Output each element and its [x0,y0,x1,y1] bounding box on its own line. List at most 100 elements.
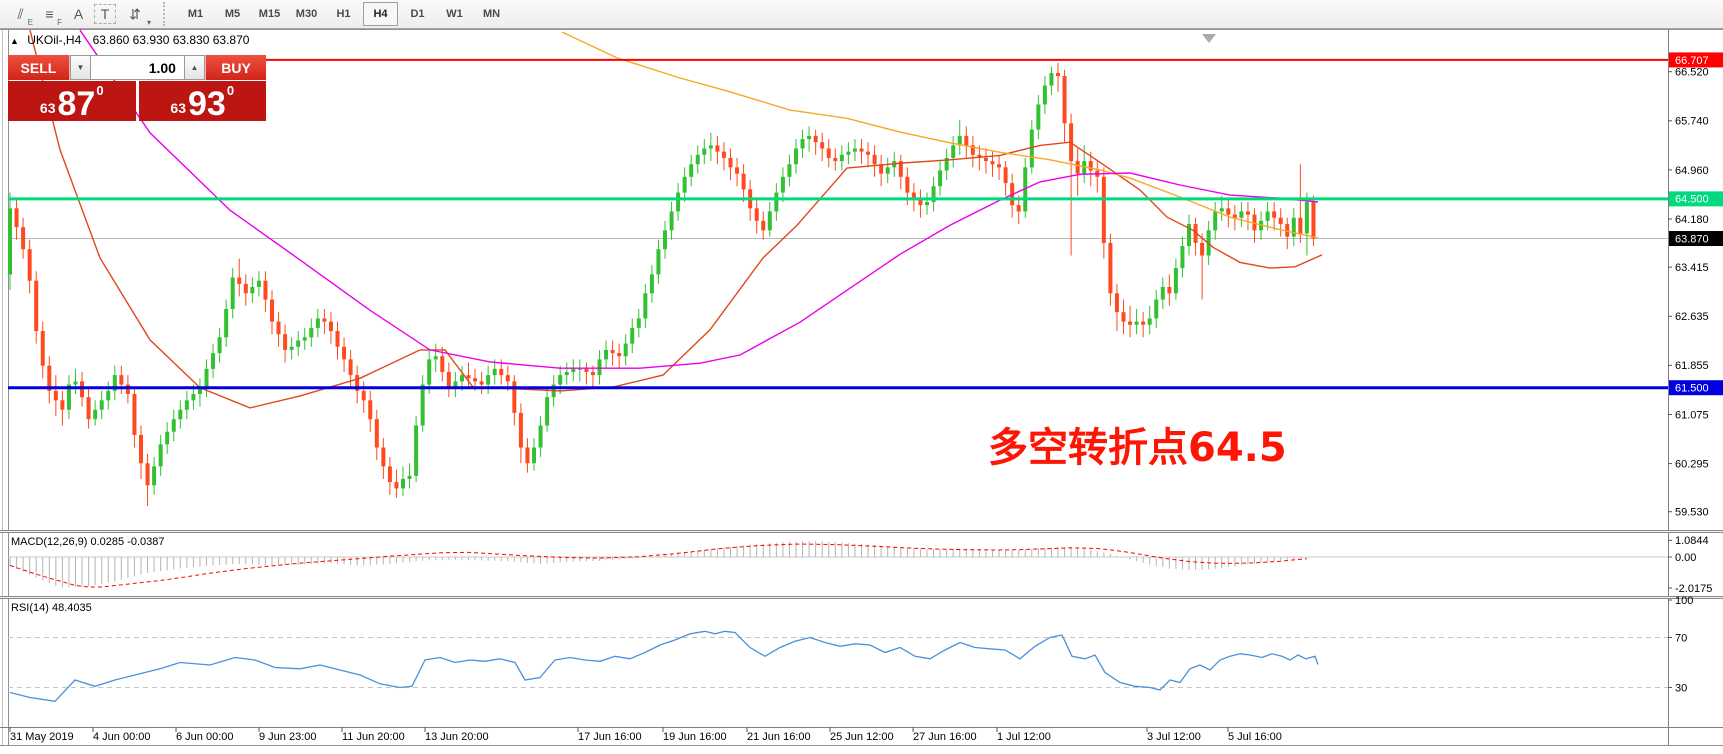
candle [1154,299,1159,319]
price-axis-label: 66.520 [1675,67,1709,79]
equidistant-channel-tool-button[interactable]: ⫽ E [7,2,34,28]
candle [14,208,19,228]
candle [99,400,104,410]
label-tool-button[interactable]: T [94,4,116,24]
candle [283,334,288,350]
candle [1200,242,1205,256]
candle [1187,224,1191,247]
buy-price-prefix: 63 [170,100,186,116]
candle [381,447,386,467]
collapse-panel-arrow-icon[interactable]: ▲ [10,36,19,46]
candle [951,145,956,158]
price-axis-badge-label: 66.707 [1675,55,1709,67]
candle [604,349,609,360]
candle [780,176,785,193]
candle [322,318,327,322]
candle [1088,161,1093,171]
panel-separator[interactable] [0,596,1723,599]
buy-button[interactable]: BUY [205,55,266,80]
candle [270,299,274,322]
time-axis-label: 1 Jul 12:00 [997,731,1051,743]
candle [584,368,589,372]
price-axis-label: 59.530 [1675,507,1709,519]
price-axis-badge-label: 63.870 [1675,233,1709,245]
sell-price-display[interactable]: 63 87 0 [8,81,136,121]
candle [794,148,798,165]
candle [492,368,497,376]
timeframe-button-m1[interactable]: M1 [187,8,204,20]
candle [695,154,700,165]
chart-background [0,29,1723,754]
chart-shift-marker-icon[interactable] [1202,34,1216,43]
candle [532,447,536,464]
candle [1075,161,1080,174]
candle [80,381,85,398]
panel-separator[interactable] [0,530,1723,533]
spinner-down-icon: ▼ [76,63,85,72]
candle [558,375,563,385]
timeframe-button-d1[interactable]: D1 [410,8,425,20]
arrange-tool-button[interactable]: ⇵ ▾ [118,2,152,28]
candle [66,384,71,410]
timeframe-button-h1[interactable]: H1 [336,8,351,20]
rsi-axis-label: 70 [1675,632,1687,644]
buy-price-display[interactable]: 63 93 0 [138,81,266,121]
candle [990,161,995,165]
candle [820,142,825,149]
text-tool-button[interactable]: A [65,2,92,26]
text-tool-icon: A [73,6,84,22]
candle [807,135,812,140]
fibonacci-tool-button[interactable]: ≡ F [36,2,63,27]
candle [918,198,923,206]
candle [414,425,419,476]
candle [361,390,366,401]
candle [1160,286,1165,300]
timeframe-button-mn[interactable]: MN [482,8,501,20]
candle [735,167,740,174]
price-axis-label: 64.960 [1675,165,1709,177]
candle [34,280,39,332]
candle [1278,217,1283,225]
sell-button[interactable]: SELL [8,55,70,80]
price-axis-badge [1669,231,1723,247]
timeframe-button-h4[interactable]: H4 [363,2,398,26]
candle [1226,208,1231,215]
candle [859,148,864,152]
time-axis-label: 9 Jun 23:00 [259,731,317,743]
candle [1042,85,1047,105]
candle [289,346,294,350]
candle [1265,211,1270,221]
arrange-icon: ⇵ [129,5,141,22]
candle [1285,224,1290,237]
macd-axis-label: -2.0175 [1675,583,1712,595]
candle [1036,104,1041,130]
timeframe-button-m15[interactable]: M15 [258,8,281,20]
time-axis-label: 11 Jun 20:00 [342,731,405,743]
volume-increase-button[interactable]: ▲ [183,55,206,80]
time-axis-label: 17 Jun 16:00 [578,731,642,743]
price-axis-badge-label: 64.500 [1675,194,1709,206]
price-axis-label: 61.075 [1675,409,1709,421]
chart-annotation-text[interactable]: 多空转折点64.5 [988,425,1287,471]
candle [1272,211,1277,218]
candle [315,318,320,328]
volume-input[interactable] [90,55,184,80]
candle [669,211,674,231]
candle [302,337,307,341]
candle [813,135,818,143]
sell-price-big: 87 [57,85,96,123]
time-axis-label: 19 Jun 16:00 [663,731,727,743]
candle [1232,214,1237,218]
candle [1180,246,1185,269]
timeframe-button-m5[interactable]: M5 [224,8,241,20]
candle [577,368,582,370]
candle [1062,76,1067,124]
volume-decrease-button[interactable]: ▼ [69,55,91,80]
candle [1134,321,1139,325]
dropdown-caret-icon: ▾ [146,18,151,27]
candle [997,164,1002,168]
timeframe-button-m30[interactable]: M30 [295,8,318,20]
candle [518,412,523,448]
candle [145,463,150,486]
timeframe-button-w1[interactable]: W1 [446,8,463,20]
